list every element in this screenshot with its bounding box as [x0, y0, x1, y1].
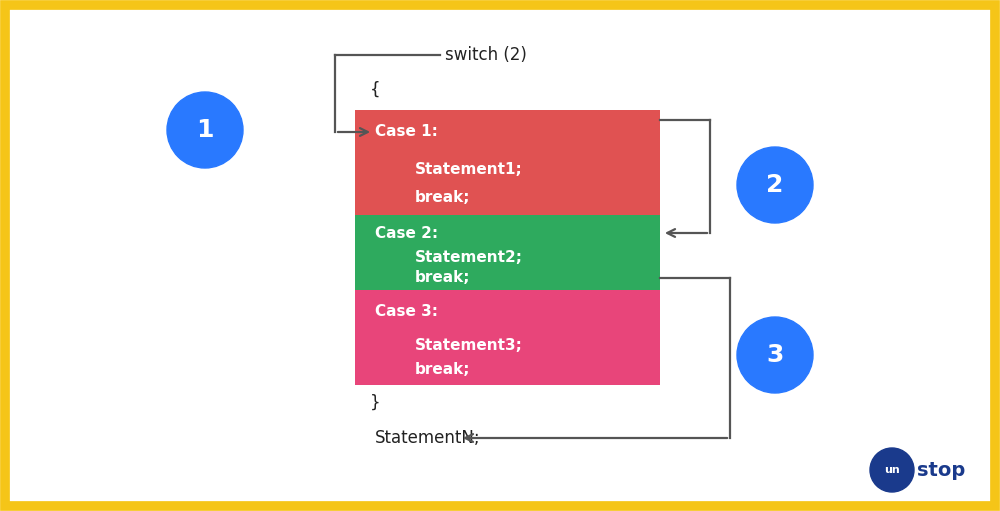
Text: break;: break; [415, 362, 471, 378]
Text: 3: 3 [766, 343, 784, 367]
Circle shape [737, 147, 813, 223]
Circle shape [737, 317, 813, 393]
Text: break;: break; [415, 270, 471, 286]
Text: switch (2): switch (2) [445, 46, 527, 64]
Text: StatementN;: StatementN; [375, 429, 481, 447]
Text: Case 3:: Case 3: [375, 305, 438, 319]
Text: {: { [370, 81, 381, 99]
Circle shape [167, 92, 243, 168]
Bar [355, 290, 660, 385]
Bar [355, 110, 660, 215]
Text: Statement3;: Statement3; [415, 337, 523, 353]
Text: stop: stop [917, 460, 965, 479]
Circle shape [870, 448, 914, 492]
Text: 1: 1 [196, 118, 214, 142]
Text: Case 1:: Case 1: [375, 125, 438, 140]
Text: Statement2;: Statement2; [415, 249, 523, 265]
Text: Case 2:: Case 2: [375, 225, 438, 241]
Text: }: } [370, 394, 381, 412]
Text: un: un [884, 465, 900, 475]
Bar [355, 215, 660, 290]
Text: break;: break; [415, 191, 471, 205]
Text: 2: 2 [766, 173, 784, 197]
Text: Statement1;: Statement1; [415, 162, 523, 177]
